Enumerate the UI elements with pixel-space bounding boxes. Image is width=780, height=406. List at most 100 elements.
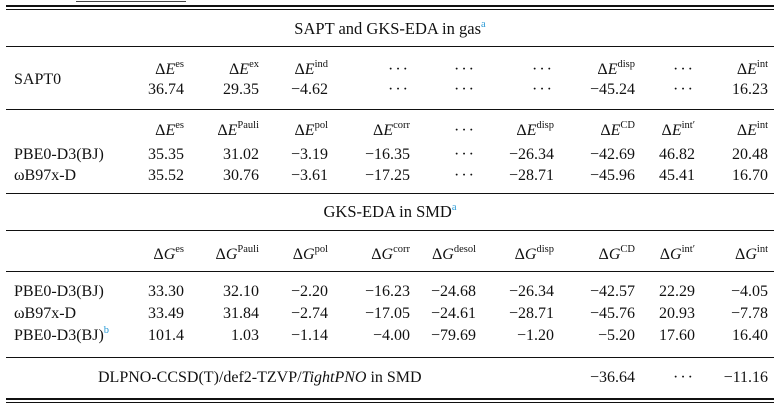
gks-smd-value-cell: −7.78 [730, 305, 768, 322]
footnote-ref: a [481, 19, 486, 30]
dlpno-value-cell: −36.64 [589, 369, 635, 386]
delta-symbol: Δ [294, 61, 305, 78]
superscript-label: ind [314, 59, 328, 70]
superscript-label: ex [249, 59, 259, 70]
delta-symbol: Δ [736, 61, 748, 78]
quantity-letter: E [227, 122, 238, 139]
row-label-gas: PBE0-D3(BJ) [14, 145, 104, 165]
gks-gas-header-cell: ··· [454, 122, 476, 139]
rule-below-smd-title [6, 230, 774, 231]
gks-gas-value-cell: 35.52 [148, 167, 184, 184]
delta-symbol: Δ [292, 246, 304, 263]
delta-symbol: Δ [217, 122, 228, 139]
row-label-smd: ωB97x-D [14, 304, 76, 324]
sapt-value-cell: ··· [454, 81, 476, 98]
section-title-text: GKS-EDA in SMD [323, 202, 452, 221]
quantity-letter: G [442, 246, 454, 263]
gks-smd-value-cell: 33.49 [148, 305, 184, 322]
gks-gas-header-cell: ΔEPauli [217, 120, 259, 141]
gks-smd-value-cell: 101.4 [148, 327, 184, 344]
quantity-letter: G [745, 246, 757, 263]
delta-symbol: Δ [600, 122, 611, 139]
sapt-value-cell: 29.35 [223, 81, 259, 98]
section-title-gas: SAPT and GKS-EDA in gasa [6, 18, 774, 40]
delta-symbol: Δ [373, 122, 384, 139]
row-label-smd: PBE0-D3(BJ) [14, 282, 104, 302]
dlpno-value-cell: ··· [673, 369, 695, 386]
row-label-text: PBE0-D3(BJ) [14, 327, 104, 344]
quantity-letter: E [304, 61, 315, 78]
gks-gas-header-cell: ΔEdisp [516, 120, 554, 141]
sapt-header-cell: ··· [673, 61, 695, 78]
gks-gas-value-cell: 30.76 [223, 167, 259, 184]
superscript-label: corr [393, 244, 410, 255]
dlpno-label-prefix: DLPNO-CCSD(T)/def2-TZVP/ [98, 369, 302, 386]
sapt-header-cell: ··· [454, 61, 476, 78]
quantity-letter: G [670, 246, 682, 263]
sapt-value-cell: −4.62 [290, 81, 328, 98]
gks-smd-header-cell: ΔGPauli [215, 244, 259, 265]
superscript-label: int′ [681, 120, 695, 131]
sapt-value-cell: 16.23 [732, 81, 768, 98]
gks-smd-value-cell: −2.74 [290, 305, 328, 322]
gks-gas-value-cell: −3.61 [290, 167, 328, 184]
delta-symbol: Δ [294, 122, 305, 139]
gks-smd-value-cell: 32.10 [223, 283, 259, 300]
delta-symbol: Δ [155, 122, 166, 139]
gks-gas-header-cell: ΔEes [155, 120, 184, 141]
sapt-value-cell: 36.74 [148, 81, 184, 98]
superscript-label: CD [620, 244, 635, 255]
superscript-label: es [175, 59, 184, 70]
superscript-label: CD [620, 120, 635, 131]
row-label-text: SAPT0 [14, 71, 62, 88]
gks-smd-value-cell: −24.68 [430, 283, 476, 300]
results-table: SAPT and GKS-EDA in gasa ΔEes ΔEex ΔEind ···… [6, 0, 774, 406]
superscript-label: int [756, 120, 768, 131]
delta-symbol: Δ [215, 246, 226, 263]
quantity-letter: G [608, 246, 621, 263]
quantity-letter: G [524, 246, 537, 263]
delta-symbol: Δ [155, 61, 166, 78]
rule-above-dlpno [6, 357, 774, 358]
superscript-label: int [756, 244, 768, 255]
superscript-label: es [175, 120, 184, 131]
gks-gas-value-cell: −42.69 [589, 146, 635, 163]
rule-above-smd-title [6, 193, 774, 194]
sapt-header-cell: ΔEint [736, 59, 768, 80]
gks-smd-value-cell: 33.30 [148, 283, 184, 300]
gks-smd-value-cell: −45.76 [589, 305, 635, 322]
gks-smd-value-cell: −4.05 [730, 283, 768, 300]
delta-symbol: Δ [597, 61, 608, 78]
superscript-label: disp [536, 244, 554, 255]
gks-smd-header-cell: ΔGint [735, 244, 768, 265]
gks-smd-value-cell: 1.03 [231, 327, 259, 344]
gks-smd-value-cell: −4.00 [372, 327, 410, 344]
superscript-label: es [175, 244, 184, 255]
sapt-header-cell: ΔEes [155, 59, 184, 80]
top-rule [6, 5, 774, 7]
sapt-header-cell: ··· [388, 61, 410, 78]
sapt-value-cell: ··· [673, 81, 695, 98]
gks-gas-value-cell: 31.02 [223, 146, 259, 163]
superscript-label: corr [393, 120, 410, 131]
gks-gas-value-cell: −16.35 [364, 146, 410, 163]
quantity-letter: E [165, 61, 176, 78]
gks-gas-value-cell: 16.70 [732, 167, 768, 184]
dlpno-value-cell: −11.16 [723, 369, 768, 386]
sapt-header-cell: ΔEex [229, 59, 259, 80]
gks-gas-header-cell: ΔEpol [294, 120, 329, 141]
delta-symbol: Δ [661, 122, 672, 139]
gks-smd-value-cell: 22.29 [659, 283, 695, 300]
gks-gas-value-cell: 20.48 [732, 146, 768, 163]
gks-gas-value-cell: −45.96 [589, 167, 635, 184]
quantity-letter: E [526, 122, 537, 139]
gks-gas-value-cell: ··· [454, 167, 476, 184]
gks-smd-value-cell: −1.20 [516, 327, 554, 344]
row-label-text: ωB97x-D [14, 305, 77, 322]
bottom-rule-inner [6, 402, 774, 403]
superscript-label: pol [314, 120, 328, 131]
gks-smd-value-cell: −42.57 [589, 283, 635, 300]
gks-smd-header-cell: ΔGCD [599, 244, 635, 265]
quantity-letter: G [381, 246, 394, 263]
gks-gas-header-cell: ΔEint [737, 120, 768, 141]
